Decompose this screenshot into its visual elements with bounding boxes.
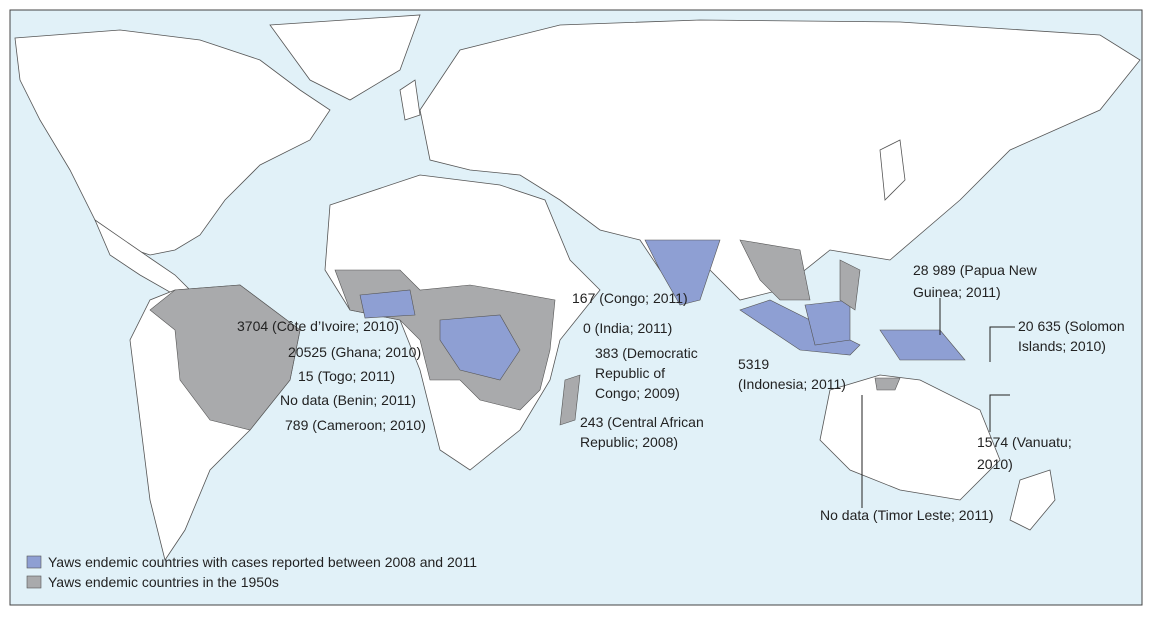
land bbox=[14, 14, 1141, 561]
annotation: 20 635 (Solomon bbox=[1018, 318, 1125, 334]
annotation: 243 (Central African bbox=[580, 414, 704, 430]
annotation: 20525 (Ghana; 2010) bbox=[288, 344, 421, 360]
annotation: 2010) bbox=[977, 456, 1013, 472]
annotation: Republic; 2008) bbox=[580, 434, 678, 450]
annotations: 0 (India; 2011) 3704 (Côte d’Ivoire; 201… bbox=[237, 262, 1125, 523]
annotation: 0 (India; 2011) bbox=[583, 320, 672, 336]
annotation: 167 (Congo; 2011) bbox=[572, 290, 688, 306]
annotation: 3704 (Côte d’Ivoire; 2010) bbox=[237, 318, 399, 334]
legend-label: Yaws endemic countries with cases report… bbox=[48, 554, 477, 570]
annotation: Congo; 2009) bbox=[595, 385, 680, 401]
annotation: Islands; 2010) bbox=[1018, 338, 1106, 354]
annotation: (Indonesia; 2011) bbox=[738, 376, 846, 392]
legend-label: Yaws endemic countries in the 1950s bbox=[48, 574, 279, 590]
annotation: 5319 bbox=[738, 356, 769, 372]
legend-swatch bbox=[26, 555, 42, 569]
leader-lines bbox=[861, 298, 1015, 508]
annotation: No data (Benin; 2011) bbox=[280, 392, 416, 408]
annotation: 1574 (Vanuatu; bbox=[977, 434, 1072, 450]
annotation: 383 (Democratic bbox=[595, 345, 698, 361]
annotation: 789 (Cameroon; 2010) bbox=[285, 417, 426, 433]
legend-swatch bbox=[26, 575, 42, 589]
annotation: Guinea; 2011) bbox=[913, 284, 1001, 300]
annotation: Republic of bbox=[595, 365, 665, 381]
legend: Yaws endemic countries with cases report… bbox=[26, 554, 477, 590]
annotation: No data (Timor Leste; 2011) bbox=[820, 507, 994, 523]
annotation: 28 989 (Papua New bbox=[913, 262, 1038, 278]
annotation: 15 (Togo; 2011) bbox=[298, 368, 395, 384]
